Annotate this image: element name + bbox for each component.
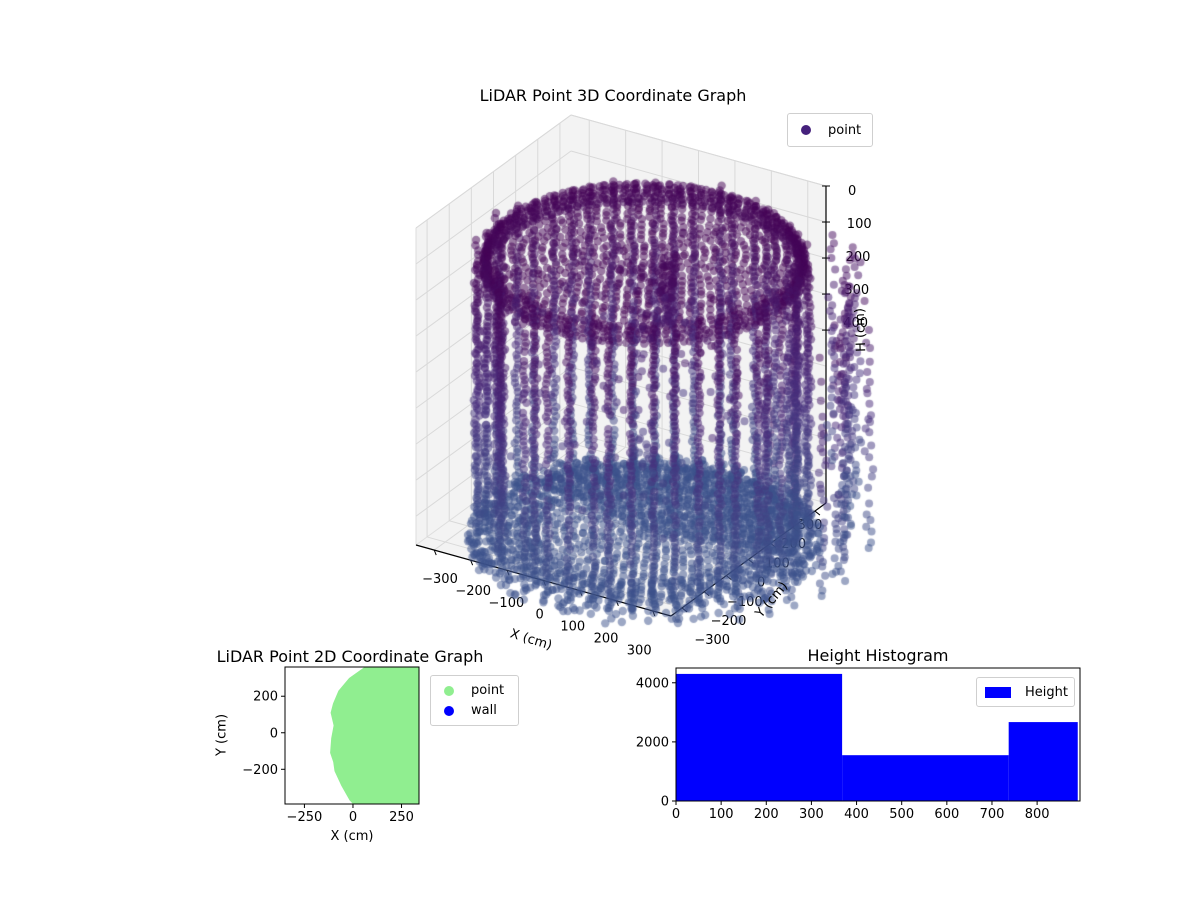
- legend-item-wall: wall: [431, 702, 518, 719]
- height-swatch-icon: [985, 686, 1011, 698]
- plot2d-title: LiDAR Point 2D Coordinate Graph: [216, 647, 484, 666]
- plot2d-legend: point wall: [430, 675, 519, 726]
- legend-label: point: [471, 683, 505, 698]
- plot2d-xlabel: X (cm): [330, 829, 374, 844]
- legend-label: Height: [1025, 684, 1068, 700]
- legend-label: point: [828, 122, 862, 138]
- legend-item-point: point: [431, 682, 518, 699]
- plot3d-zlabel: H (cm): [852, 307, 870, 353]
- point-marker-icon: [444, 685, 454, 696]
- plot3d-title: LiDAR Point 3D Coordinate Graph: [479, 86, 747, 105]
- plot2d-ylabel: Y (cm): [214, 713, 230, 757]
- histogram-legend: Height: [976, 677, 1075, 707]
- legend-item-point3d: point: [788, 122, 872, 139]
- legend-label: wall: [471, 703, 497, 718]
- legend-item-height: Height: [977, 684, 1074, 701]
- histogram-title: Height Histogram: [807, 646, 949, 665]
- point-marker-icon: [801, 125, 811, 135]
- wall-marker-icon: [444, 705, 454, 716]
- plot3d-legend: point: [787, 113, 873, 147]
